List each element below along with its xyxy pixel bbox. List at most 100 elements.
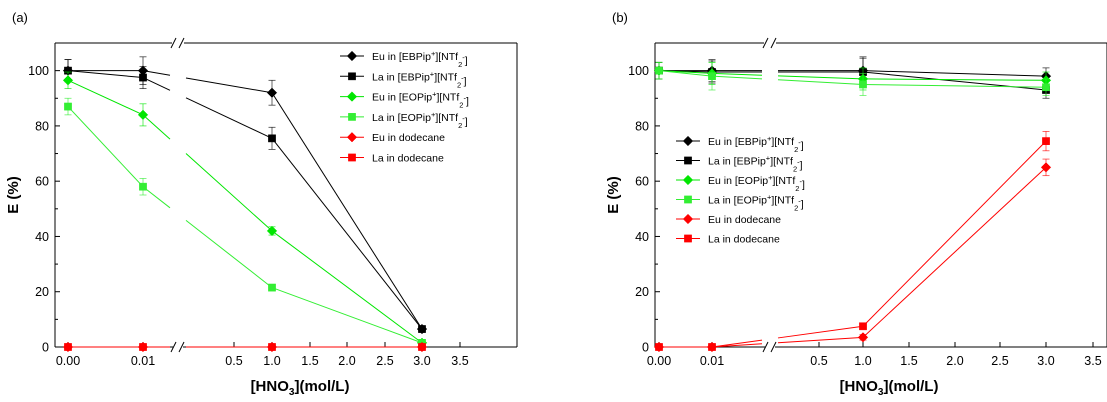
axis-break-gap <box>765 40 775 46</box>
series-5 <box>655 131 1050 351</box>
series-line <box>185 97 273 139</box>
chart-panel-b: 0 20 40 60 80 100 0.00 0.01 0.5 1.0 1.5 2.0 2.5 3.0 3.… <box>605 10 1107 398</box>
series-line <box>185 219 273 288</box>
legend-label: La in [EBPip+][NTf2-] <box>708 154 803 174</box>
x-tick-label: 2.5 <box>991 354 1008 368</box>
legend-label: La in [EBPip+][NTf2-] <box>372 69 467 89</box>
legend-marker <box>682 135 694 147</box>
legend-label: Eu in dodecane <box>708 214 781 226</box>
series-line <box>862 78 1047 81</box>
axis-break-gap <box>173 40 183 46</box>
x-tick-label: 3.5 <box>451 354 468 368</box>
legend-marker <box>346 50 358 62</box>
y-axis-label: E (%) <box>5 176 22 214</box>
x-tick-label: 0.5 <box>810 354 827 368</box>
series-line <box>271 138 423 330</box>
data-point <box>139 182 147 191</box>
legend-label: Eu in [EBPip+][NTf2-] <box>372 49 468 69</box>
y-tick-label: 100 <box>28 64 49 78</box>
x-tick-label: 2.0 <box>946 354 963 368</box>
data-point <box>266 87 278 98</box>
y-tick-label: 0 <box>42 341 49 355</box>
data-point <box>418 343 426 351</box>
axis-break-mark <box>178 37 185 49</box>
series-line <box>711 75 763 80</box>
y-axis-label: E (%) <box>605 176 622 214</box>
x-tick-label: 3.0 <box>413 354 430 368</box>
legend-label: La in dodecane <box>708 234 780 246</box>
x-tick-label: 1.5 <box>301 354 318 368</box>
data-point <box>139 73 147 82</box>
data-point <box>64 102 72 111</box>
y-tick-label: 40 <box>35 230 49 244</box>
data-point <box>64 343 72 351</box>
x-tick-label: 2.5 <box>376 354 393 368</box>
y-tick-label: 0 <box>642 341 649 355</box>
data-point <box>1042 83 1050 92</box>
series-4 <box>653 158 1052 353</box>
series-line <box>185 153 273 232</box>
data-point <box>268 343 276 351</box>
legend-label: Eu in [EBPip+][NTf2-] <box>708 134 804 154</box>
series-line <box>711 339 763 348</box>
axis-break-mark <box>770 37 777 49</box>
x-axis-label: [HNO3](mol/L) <box>251 378 350 398</box>
x-tick-label: 0.01 <box>700 354 724 368</box>
legend: Eu in [EBPip+][NTf2-]La in [EBPip+][NTf2… <box>676 134 805 246</box>
legend-label: La in dodecane <box>372 153 444 165</box>
y-tick-label: 20 <box>635 285 649 299</box>
data-point <box>268 134 276 143</box>
series-line <box>777 79 864 85</box>
data-point <box>1042 137 1050 145</box>
legend-marker <box>346 132 358 143</box>
data-point <box>859 322 867 331</box>
data-point <box>708 72 716 81</box>
axis-break-gap <box>173 344 183 350</box>
data-point <box>266 225 278 237</box>
legend-marker <box>346 91 358 102</box>
data-point <box>139 343 147 351</box>
legend: Eu in [EBPip+][NTf2-]La in [EBPip+][NTf2… <box>340 49 469 165</box>
data-point <box>268 283 276 292</box>
axis-break-mark <box>762 37 769 49</box>
legend-marker <box>682 213 694 225</box>
x-tick-label: 0.00 <box>56 354 80 368</box>
axis-break-mark <box>762 341 769 353</box>
y-tick-label: 60 <box>635 175 649 189</box>
data-point <box>857 332 869 343</box>
series-line <box>142 186 171 209</box>
legend-label: La in [EOPip+][NTf2-] <box>372 110 468 130</box>
data-point <box>418 325 426 333</box>
series-line <box>862 166 1047 338</box>
data-point <box>655 343 663 351</box>
data-point <box>708 343 716 351</box>
legend-label: Eu in [EOPip+][NTf2-] <box>372 90 469 110</box>
legend-label: Eu in dodecane <box>372 132 445 144</box>
x-tick-label: 1.0 <box>263 354 280 368</box>
data-point <box>655 66 663 75</box>
legend-label: Eu in [EOPip+][NTf2-] <box>708 173 805 193</box>
x-tick-label: 0.01 <box>131 354 155 368</box>
x-tick-label: 3.5 <box>1084 354 1101 368</box>
axis-break-mark <box>178 341 185 353</box>
panel-label: (a) <box>12 10 28 25</box>
x-tick-label: 3.0 <box>1037 354 1054 368</box>
series-line <box>862 140 1047 327</box>
y-tick-label: 80 <box>635 119 649 133</box>
series-line <box>658 70 713 77</box>
y-tick-label: 40 <box>635 230 649 244</box>
series-line <box>271 287 423 344</box>
series-line <box>711 72 763 76</box>
legend-marker <box>348 72 356 81</box>
axis-break-mark <box>170 341 177 353</box>
axis-break-gap <box>765 344 775 350</box>
legend-marker <box>348 153 356 162</box>
legend-marker <box>682 174 694 186</box>
series-line <box>777 75 864 80</box>
series-line <box>271 230 423 344</box>
data-point <box>1040 162 1052 173</box>
series-line <box>271 92 423 330</box>
series-line <box>777 325 864 339</box>
series-line <box>142 114 171 140</box>
